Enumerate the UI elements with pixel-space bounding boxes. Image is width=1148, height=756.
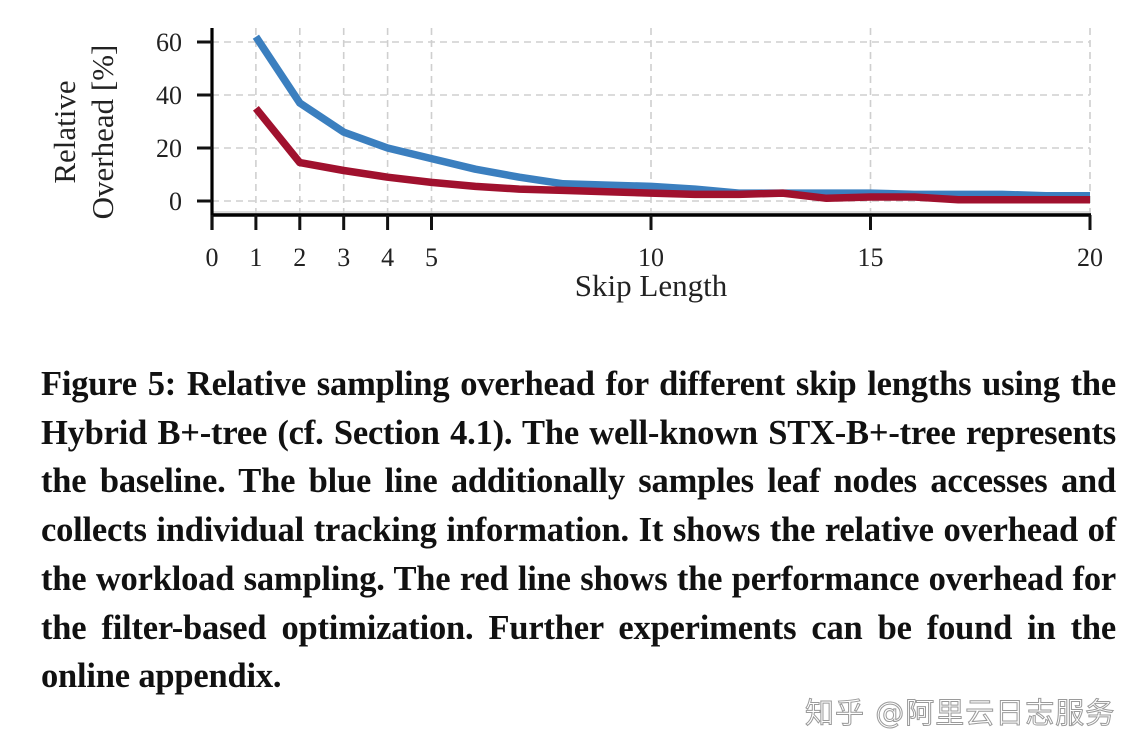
x-axis-title: Skip Length xyxy=(575,268,728,303)
x-tick-label: 3 xyxy=(337,243,350,272)
red-series-line xyxy=(252,105,1090,204)
axes xyxy=(197,28,1092,230)
blue-series-line xyxy=(252,34,1090,200)
y-axis-title-line-2: Overhead [%] xyxy=(85,45,120,220)
x-tick-label: 15 xyxy=(858,243,884,272)
y-axis-title: Relative Overhead [%] xyxy=(47,45,120,220)
x-tick-label: 1 xyxy=(249,243,262,272)
data-series xyxy=(252,34,1090,204)
y-tick-label: 40 xyxy=(156,81,182,110)
x-tick-label: 20 xyxy=(1077,243,1103,272)
y-tick-label: 60 xyxy=(156,28,182,57)
x-tick-label: 5 xyxy=(425,243,438,272)
grid-lines xyxy=(212,28,1091,215)
x-tick-label: 0 xyxy=(206,243,219,272)
figure-caption: Figure 5: Relative sampling overhead for… xyxy=(41,365,1116,696)
y-tick-label: 0 xyxy=(169,187,182,216)
tick-labels: 0 20 40 60 0 1 2 3 4 5 10 15 20 xyxy=(156,28,1103,272)
y-tick-label: 20 xyxy=(156,134,182,163)
x-tick-label: 2 xyxy=(293,243,306,272)
x-tick-label: 4 xyxy=(381,243,394,272)
watermark: 知乎 @阿里云日志服务 xyxy=(804,696,1116,731)
line-chart: 0 20 40 60 0 1 2 3 4 5 10 15 20 Skip Length Relative… xyxy=(47,28,1103,303)
x-tick-label: 10 xyxy=(638,243,664,272)
y-axis-title-line-1: Relative xyxy=(47,80,82,183)
